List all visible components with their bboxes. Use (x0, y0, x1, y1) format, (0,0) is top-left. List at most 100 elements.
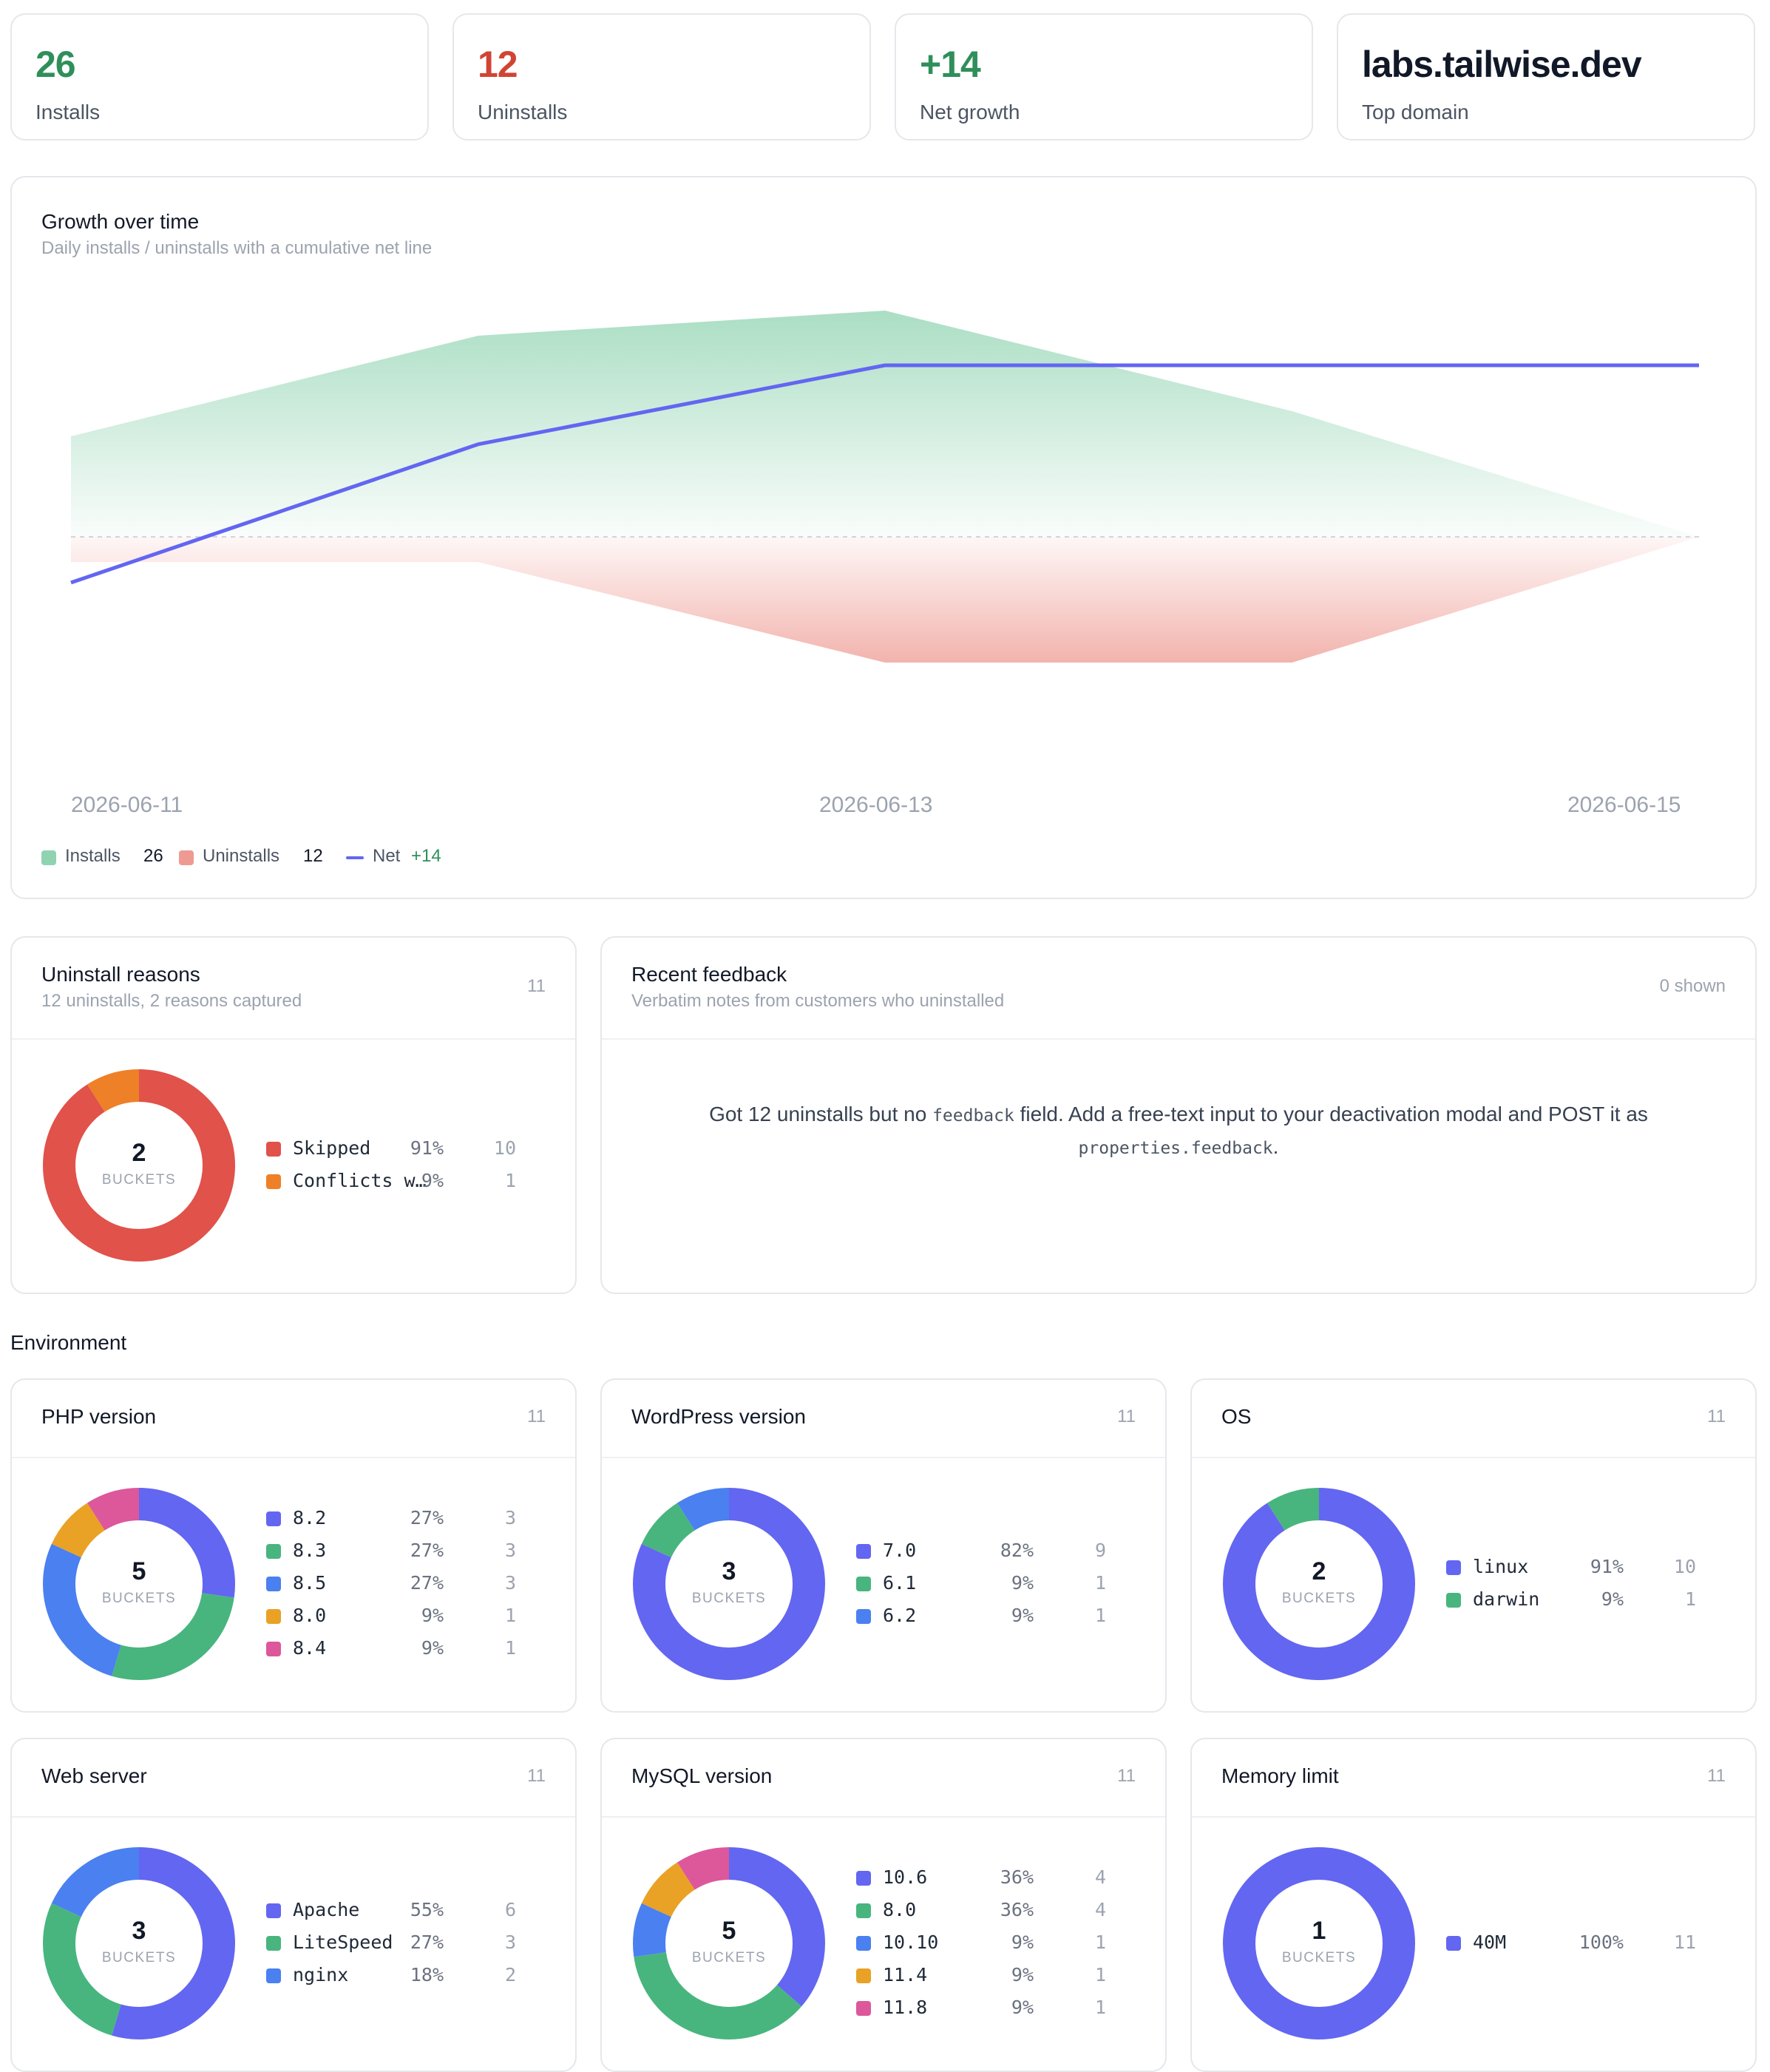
legend-item: 8.5 27% 3 (266, 1568, 547, 1600)
legend-item: Conflicts with another plugin9% 1 (266, 1165, 547, 1198)
legend-count: 11 (1673, 1932, 1696, 1953)
net-line (70, 363, 1699, 585)
stat-value: labs.tailwise.dev (1362, 44, 1642, 85)
legend-count: 1 (1094, 1572, 1106, 1594)
donut-slice (633, 1847, 825, 2039)
legend-swatch (1446, 1593, 1461, 1608)
legend-item: 6.2 9% 1 (856, 1600, 1137, 1633)
donut-center-label: BUCKETS (101, 1171, 177, 1188)
uninstall-reasons-count: 11 (527, 976, 546, 996)
legend-item: 8.0 9% 1 (266, 1600, 547, 1633)
legend-count: 3 (504, 1540, 516, 1561)
legend-net-swatch (346, 856, 364, 859)
legend-percent: 9% (421, 1605, 444, 1626)
env-card-count: 11 (527, 1766, 546, 1786)
growth-legend: Installs 26 Uninstalls 12 Net +14 (41, 843, 559, 873)
legend-item: nginx 18% 2 (266, 1960, 547, 1992)
legend-count: 1 (1094, 1605, 1106, 1626)
feedback-msg-b: field. Add a free-text input to your dea… (1014, 1103, 1648, 1125)
legend-swatch (266, 1544, 281, 1559)
card-divider (602, 1457, 1165, 1458)
env-card-count: 11 (1117, 1406, 1136, 1426)
donut-center: 5 BUCKETS (633, 1847, 825, 2039)
env-card-title: WordPress version (631, 1405, 807, 1428)
stat-label: Installs (35, 101, 101, 123)
legend-installs-label: Installs (65, 846, 121, 866)
donut-slice (43, 1847, 235, 2039)
legend-installs-swatch (41, 850, 56, 865)
legend-swatch (1446, 1560, 1461, 1575)
legend-count: 4 (1094, 1866, 1106, 1888)
legend-percent: 91% (410, 1137, 444, 1159)
legend-swatch (856, 1577, 871, 1591)
legend-percent: 55% (410, 1899, 444, 1920)
env-card: MySQL version 11 5 BUCKETS 10.6 36% 4 8.0 36% 4 10… (600, 1738, 1167, 2072)
donut-center-number: 5 (722, 1916, 736, 1945)
legend-item: Apache 55% 6 (266, 1895, 547, 1927)
donut-center: 1 BUCKETS (1223, 1847, 1415, 2039)
donut-chart (43, 1069, 235, 1262)
legend-label: darwin (1473, 1588, 1540, 1610)
donut-slice (43, 1069, 235, 1262)
env-card-count: 11 (1707, 1406, 1726, 1426)
legend-installs-value: 26 (143, 846, 163, 866)
env-card-title: OS (1221, 1405, 1252, 1428)
legend-swatch (266, 1903, 281, 1918)
env-card-count: 11 (1117, 1766, 1136, 1786)
legend-item: 6.1 9% 1 (856, 1568, 1137, 1600)
legend-swatch (856, 1968, 871, 1983)
legend-percent: 18% (410, 1964, 444, 1985)
legend-count: 3 (504, 1572, 516, 1594)
legend-label: 8.0 (293, 1605, 327, 1626)
legend-item: 40M 100% 11 (1446, 1927, 1727, 1960)
stat-label: Net growth (920, 101, 1020, 123)
legend-swatch (856, 1609, 871, 1624)
donut-center-label: BUCKETS (691, 1590, 767, 1606)
legend-item: 7.0 82% 9 (856, 1535, 1137, 1568)
donut-slice (43, 1847, 235, 2039)
feedback-code-property: properties.feedback (1078, 1139, 1273, 1158)
legend-percent: 36% (1000, 1866, 1034, 1888)
x-tick-label: 2026-06-11 (71, 793, 183, 817)
legend-swatch (266, 1609, 281, 1624)
feedback-title: Recent feedback (631, 963, 787, 986)
stat-label: Uninstalls (478, 101, 568, 123)
legend-item: 11.4 9% 1 (856, 1960, 1137, 1992)
legend-item: Skipped 91% 10 (266, 1133, 547, 1165)
donut-center: 5 BUCKETS (43, 1488, 235, 1680)
legend-percent: 9% (1011, 1932, 1034, 1953)
donut-slice (43, 1488, 235, 1680)
legend-item: linux 91% 10 (1446, 1551, 1727, 1584)
env-card-title: MySQL version (631, 1764, 773, 1787)
env-card: WordPress version 11 3 BUCKETS 7.0 82% 9 6.1 9% 1… (600, 1378, 1167, 1713)
legend-item: LiteSpeed 27% 3 (266, 1927, 547, 1960)
donut-center: 3 BUCKETS (633, 1488, 825, 1680)
legend-swatch (266, 1174, 281, 1189)
legend-label: 8.4 (293, 1637, 327, 1659)
legend-count: 1 (504, 1605, 516, 1626)
legend-percent: 9% (1011, 1572, 1034, 1594)
donut-center-label: BUCKETS (101, 1590, 177, 1606)
legend-uninstalls-value: 12 (303, 846, 323, 866)
legend-swatch (266, 1642, 281, 1656)
env-card: OS 11 2 BUCKETS linux 91% 10 darwin 9% 1 (1190, 1378, 1757, 1713)
legend-percent: 91% (1590, 1556, 1624, 1577)
legend-percent: 27% (410, 1507, 444, 1528)
legend-item: 8.3 27% 3 (266, 1535, 547, 1568)
legend-percent: 9% (1011, 1964, 1034, 1985)
legend-swatch (856, 1871, 871, 1886)
card-divider (1192, 1816, 1755, 1818)
legend-percent: 9% (1011, 1997, 1034, 2018)
feedback-msg-a: Got 12 uninstalls but no (709, 1103, 933, 1125)
legend-item: 11.8 9% 1 (856, 1992, 1137, 2025)
donut-chart (633, 1488, 825, 1680)
env-card: Web server 11 3 BUCKETS Apache 55% 6 LiteSpeed 2… (10, 1738, 577, 2072)
legend-count: 4 (1094, 1899, 1106, 1920)
donut-slice (43, 1488, 235, 1680)
donut-center: 2 BUCKETS (1223, 1488, 1415, 1680)
growth-subtitle: Daily installs / uninstalls with a cumul… (41, 238, 433, 258)
legend-label: 6.2 (883, 1605, 917, 1626)
legend-uninstalls-swatch (179, 850, 194, 865)
donut-chart (43, 1488, 235, 1680)
stat-card: 26 Installs (10, 13, 429, 140)
